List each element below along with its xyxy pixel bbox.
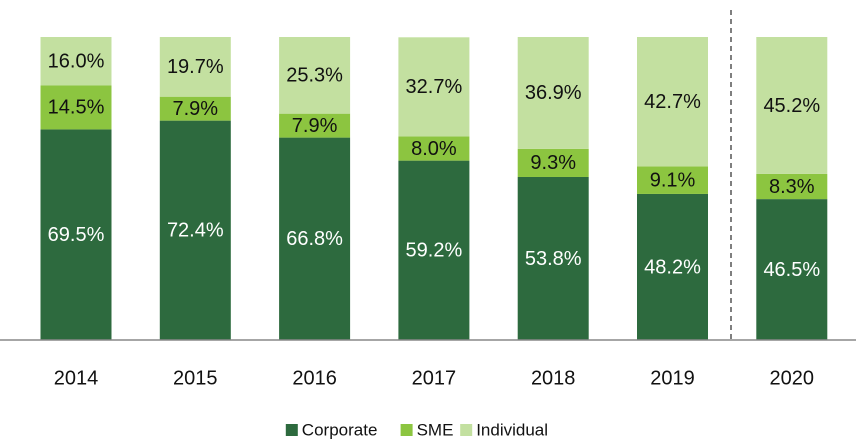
bar-segment [398, 136, 470, 161]
bar-segment [40, 37, 112, 86]
legend-label: SME [417, 420, 454, 439]
bar-segment [517, 37, 589, 149]
bar-segment [159, 96, 231, 121]
data-label: 7.9% [173, 98, 219, 120]
bar-segment [398, 160, 470, 340]
legend-swatch [400, 424, 413, 436]
data-label: 66.8% [286, 228, 343, 250]
data-label: 42.7% [644, 91, 701, 113]
bar-segment [40, 85, 112, 130]
data-label: 69.5% [48, 224, 105, 246]
bar-segment [398, 37, 470, 137]
data-label: 14.5% [48, 97, 105, 119]
legend-label: Individual [476, 420, 548, 439]
legend-label: Corporate [302, 420, 378, 439]
x-tick-label: 2019 [650, 367, 695, 389]
legend-swatch [460, 424, 473, 436]
bar-segment [159, 120, 231, 341]
data-label: 46.5% [763, 259, 820, 281]
bar-segment [517, 176, 589, 340]
data-label: 9.1% [650, 169, 696, 191]
x-tick-label: 2014 [54, 367, 99, 389]
x-tick-label: 2016 [292, 367, 337, 389]
data-label: 48.2% [644, 256, 701, 278]
bar-segment [637, 37, 708, 167]
bar-segment [517, 148, 589, 177]
data-label: 9.3% [530, 152, 576, 174]
data-label: 53.8% [525, 248, 582, 270]
bar-segment [40, 129, 112, 340]
bar-segment [279, 113, 351, 138]
data-label: 8.3% [769, 176, 815, 198]
bar-segment [279, 137, 351, 340]
data-label: 25.3% [286, 65, 343, 87]
data-label: 19.7% [167, 56, 224, 78]
data-label: 8.0% [411, 138, 457, 160]
bar-segment [279, 37, 351, 114]
x-tick-label: 2017 [412, 367, 457, 389]
data-label: 7.9% [292, 115, 338, 137]
data-label: 32.7% [406, 76, 463, 98]
bar-segment [756, 37, 828, 174]
x-tick-label: 2020 [770, 367, 815, 389]
legend-swatch [285, 424, 298, 436]
x-tick-label: 2018 [531, 367, 576, 389]
x-tick-label: 2015 [173, 367, 218, 389]
bar-segment [756, 199, 828, 340]
bar-segment [637, 166, 708, 194]
bar-segment [756, 173, 828, 200]
data-label: 72.4% [167, 220, 224, 242]
data-label: 16.0% [48, 51, 105, 73]
data-label: 36.9% [525, 82, 582, 104]
bar-segment [637, 193, 708, 340]
data-label: 59.2% [406, 240, 463, 262]
data-label: 45.2% [763, 95, 820, 117]
bar-segment [159, 37, 231, 97]
